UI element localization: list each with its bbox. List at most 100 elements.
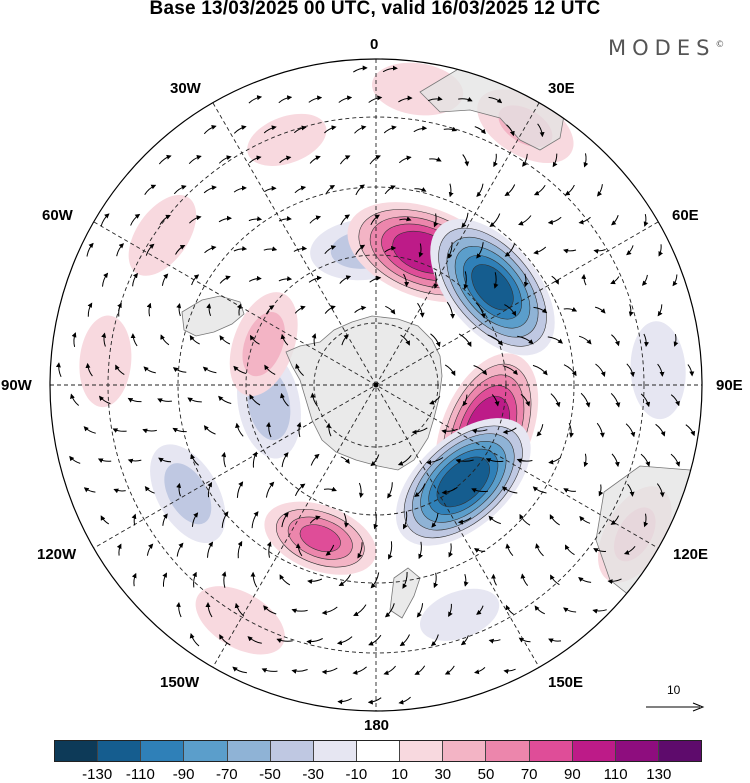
wind-arrow (293, 245, 308, 252)
wind-arrow (101, 332, 107, 347)
wind-arrow (388, 541, 393, 560)
wind-arrow (97, 458, 112, 463)
wind-arrow (249, 334, 260, 345)
wind-arrow (219, 275, 231, 284)
wind-arrow (144, 184, 157, 195)
wind-arrow (130, 333, 138, 347)
wind-arrow (548, 638, 562, 644)
wind-arrow (598, 484, 604, 497)
wind-arrow (658, 244, 664, 257)
wind-arrow (643, 333, 650, 347)
wind-arrow (264, 364, 276, 375)
wind-arrow (533, 306, 548, 314)
wind-arrow (685, 424, 696, 437)
wind-arrow (266, 541, 272, 558)
wind-arrow (161, 273, 169, 286)
wind-arrow (368, 634, 382, 646)
wind-arrow (204, 245, 217, 254)
wind-arrow (117, 302, 122, 317)
wind-arrow (127, 458, 142, 464)
wind-arrow (398, 155, 412, 164)
wind-arrow (433, 213, 439, 228)
wind-arrow (568, 422, 575, 438)
colorbar-ticks: -130 -110 -90 -70 -50 -30 -10 10 30 50 70 90 110 130 (0, 766, 750, 783)
wind-arrow (176, 303, 182, 317)
logo-text: MODES (608, 36, 716, 60)
wind-arrow (130, 213, 141, 226)
wind-arrow (463, 574, 469, 587)
colorbar (54, 740, 702, 762)
anomaly-contour (299, 524, 341, 553)
wind-arrow (547, 336, 563, 344)
wind-arrow (398, 95, 413, 103)
wind-arrow (387, 482, 393, 499)
lon-label-150e: 150E (548, 674, 584, 691)
wind-arrow (578, 216, 591, 225)
wind-arrow (294, 305, 306, 314)
wind-arrow (418, 243, 424, 258)
wind-arrow (367, 697, 382, 705)
wind-arrow (189, 633, 200, 647)
wind-arrow (448, 183, 454, 198)
anomaly-contour (164, 463, 212, 525)
wind-arrow (490, 573, 497, 586)
wind-arrow (279, 392, 289, 407)
wind-arrow (488, 96, 503, 104)
wind-arrow (579, 515, 591, 524)
wind-arrow (115, 364, 125, 376)
wind-arrow (102, 272, 109, 287)
wind-arrow (532, 364, 548, 376)
wind-arrow (172, 367, 187, 373)
wind-arrow (641, 274, 648, 286)
wind-arrow (384, 185, 396, 195)
wind-arrow (236, 303, 242, 316)
colorbar-tick-label: 110 (603, 766, 628, 783)
wind-arrow (411, 427, 428, 435)
wind-arrow (655, 423, 666, 437)
wind-arrow (281, 512, 289, 528)
wind-arrow (98, 395, 111, 405)
wind-arrow (100, 213, 110, 227)
wind-arrow (187, 397, 202, 403)
wind-arrow (203, 425, 216, 435)
wind-arrow (400, 334, 410, 346)
wind-arrow (551, 275, 559, 285)
wind-arrow (455, 458, 474, 464)
wind-arrow (565, 544, 575, 556)
colorbar-tick-label: 30 (434, 766, 452, 783)
wind-arrow (263, 246, 278, 252)
wind-arrow (673, 333, 679, 347)
wind-arrow (610, 515, 620, 525)
lon-label-120w: 120W (37, 546, 77, 563)
wind-arrow (189, 215, 202, 224)
wind-arrow (280, 333, 289, 346)
wind-arrow (402, 571, 408, 589)
colorbar-bin (55, 741, 99, 761)
colorbar-tick-label: 70 (520, 766, 538, 783)
wind-arrow (373, 511, 379, 530)
wind-arrow (473, 365, 488, 376)
colorbar-tick-label: 50 (477, 766, 495, 783)
lon-label-90e: 90E (716, 377, 743, 394)
wind-arrow (191, 274, 200, 286)
colorbar-tick-label: -30 (302, 766, 325, 783)
wind-arrow (535, 543, 544, 557)
wind-arrow (548, 457, 562, 465)
wind-arrow (71, 332, 77, 348)
wind-arrow (340, 456, 350, 465)
wind-arrow (237, 540, 243, 559)
lon-label-120e: 120E (673, 546, 709, 563)
wind-arrow (547, 216, 562, 225)
polar-map (49, 58, 703, 712)
wind-arrow (429, 396, 441, 405)
wind-arrow (593, 248, 606, 254)
copyright-mark: © (715, 40, 725, 50)
wind-arrow (670, 394, 680, 407)
wind-arrow (87, 302, 93, 317)
wind-arrow (172, 427, 187, 433)
wind-arrow (670, 453, 681, 467)
wind-arrow (643, 513, 649, 528)
wind-arrow (309, 215, 322, 224)
wind-arrow (462, 154, 470, 167)
lon-label-0: 0 (370, 36, 379, 53)
